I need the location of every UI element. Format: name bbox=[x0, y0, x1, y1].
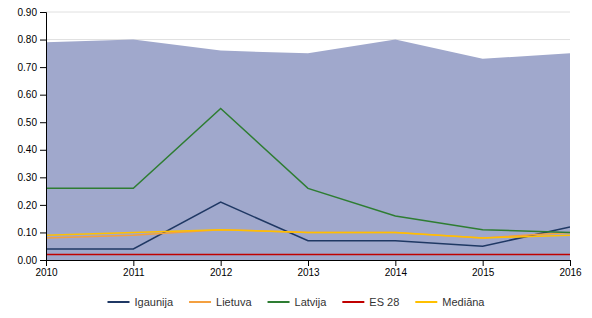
legend-label: Latvija bbox=[295, 296, 328, 308]
tick-mark bbox=[40, 150, 46, 151]
tick: 0.00 bbox=[18, 255, 46, 266]
area bbox=[46, 40, 570, 260]
tick-label: 0.20 bbox=[18, 200, 38, 211]
tick-mark bbox=[40, 260, 46, 261]
tick: 2014 bbox=[385, 260, 408, 278]
tick-label: 2011 bbox=[123, 267, 145, 278]
tick-mark bbox=[40, 205, 46, 206]
legend-swatch bbox=[189, 301, 211, 303]
y-axis: 0.00 0.10 0.20 0.30 0.40 0.50 0.60 0.70 0.80 0.90 bbox=[18, 7, 47, 266]
chart: 0.00 0.10 0.20 0.30 0.40 0.50 0.60 0.70 0.80 0.90… bbox=[0, 0, 592, 318]
tick: 2015 bbox=[472, 260, 495, 278]
line bbox=[46, 254, 570, 256]
legend-item: Igaunija bbox=[108, 296, 174, 308]
grid-line bbox=[46, 12, 570, 13]
tick-label: 0.00 bbox=[18, 255, 38, 266]
tick-mark bbox=[40, 40, 46, 41]
tick: 0.20 bbox=[18, 200, 46, 211]
tick-mark bbox=[40, 232, 46, 233]
tick: 0.70 bbox=[18, 62, 46, 73]
axis-line bbox=[47, 261, 571, 267]
tick-label: 0.60 bbox=[18, 89, 38, 100]
tick: 0.30 bbox=[18, 172, 46, 183]
legend-item: Mediāna bbox=[415, 296, 485, 308]
tick-label: 2013 bbox=[297, 267, 320, 278]
tick: 0.90 bbox=[18, 7, 46, 18]
tick-mark bbox=[570, 260, 571, 266]
tick-mark bbox=[40, 122, 46, 123]
tick-label: 2015 bbox=[472, 267, 495, 278]
tick-mark bbox=[40, 12, 46, 13]
tick-label: 2014 bbox=[385, 267, 408, 278]
plot-root: 0.00 0.10 0.20 0.30 0.40 0.50 0.60 0.70 0.80 0.90… bbox=[18, 7, 583, 278]
tick-label: 0.80 bbox=[18, 34, 38, 45]
line bbox=[46, 202, 570, 249]
tick: 2012 bbox=[210, 260, 233, 278]
tick-mark bbox=[133, 260, 134, 266]
line bbox=[46, 230, 570, 238]
tick-mark bbox=[40, 95, 46, 96]
tick-label: 2016 bbox=[559, 267, 582, 278]
x-axis: 2010 2011 2012 2013 2014 2015 2016 bbox=[35, 260, 582, 278]
plot-area bbox=[46, 40, 570, 260]
legend-item: Lietuva bbox=[189, 296, 252, 308]
tick-label: 0.40 bbox=[18, 144, 38, 155]
legend-swatch bbox=[268, 301, 290, 303]
tick: 0.60 bbox=[18, 89, 46, 100]
tick-label: 2010 bbox=[35, 267, 58, 278]
tick-label: 0.30 bbox=[18, 172, 38, 183]
legend-item: ES 28 bbox=[342, 296, 399, 308]
legend-label: Igaunija bbox=[135, 296, 174, 308]
legend-label: Mediāna bbox=[442, 296, 485, 308]
legend: Igaunija Lietuva Latvija ES 28 Mediāna bbox=[108, 296, 486, 308]
tick: 0.80 bbox=[18, 34, 46, 45]
tick-label: 0.70 bbox=[18, 62, 38, 73]
tick: 2013 bbox=[297, 260, 320, 278]
tick-mark bbox=[395, 260, 396, 266]
legend-swatch bbox=[342, 301, 364, 303]
tick-mark bbox=[221, 260, 222, 266]
legend-label: ES 28 bbox=[369, 296, 399, 308]
line bbox=[46, 108, 570, 232]
tick: 0.40 bbox=[18, 144, 46, 155]
tick-mark bbox=[483, 260, 484, 266]
line bbox=[46, 230, 570, 238]
tick: 2010 bbox=[35, 260, 58, 278]
tick-mark bbox=[46, 260, 47, 266]
tick-label: 0.90 bbox=[18, 7, 38, 18]
legend-label: Lietuva bbox=[216, 296, 252, 308]
tick-mark bbox=[40, 67, 46, 68]
tick-label: 0.10 bbox=[18, 227, 38, 238]
tick-mark bbox=[40, 177, 46, 178]
axis-line bbox=[40, 13, 47, 261]
tick: 2016 bbox=[559, 260, 582, 278]
tick: 0.50 bbox=[18, 117, 46, 128]
tick: 0.10 bbox=[18, 227, 46, 238]
legend-item: Latvija bbox=[268, 296, 328, 308]
grid bbox=[46, 12, 570, 260]
tick-mark bbox=[308, 260, 309, 266]
legend-swatch bbox=[415, 301, 437, 303]
legend-swatch bbox=[108, 301, 130, 303]
tick-label: 2012 bbox=[210, 267, 233, 278]
tick-label: 0.50 bbox=[18, 117, 38, 128]
tick: 2011 bbox=[123, 260, 145, 278]
